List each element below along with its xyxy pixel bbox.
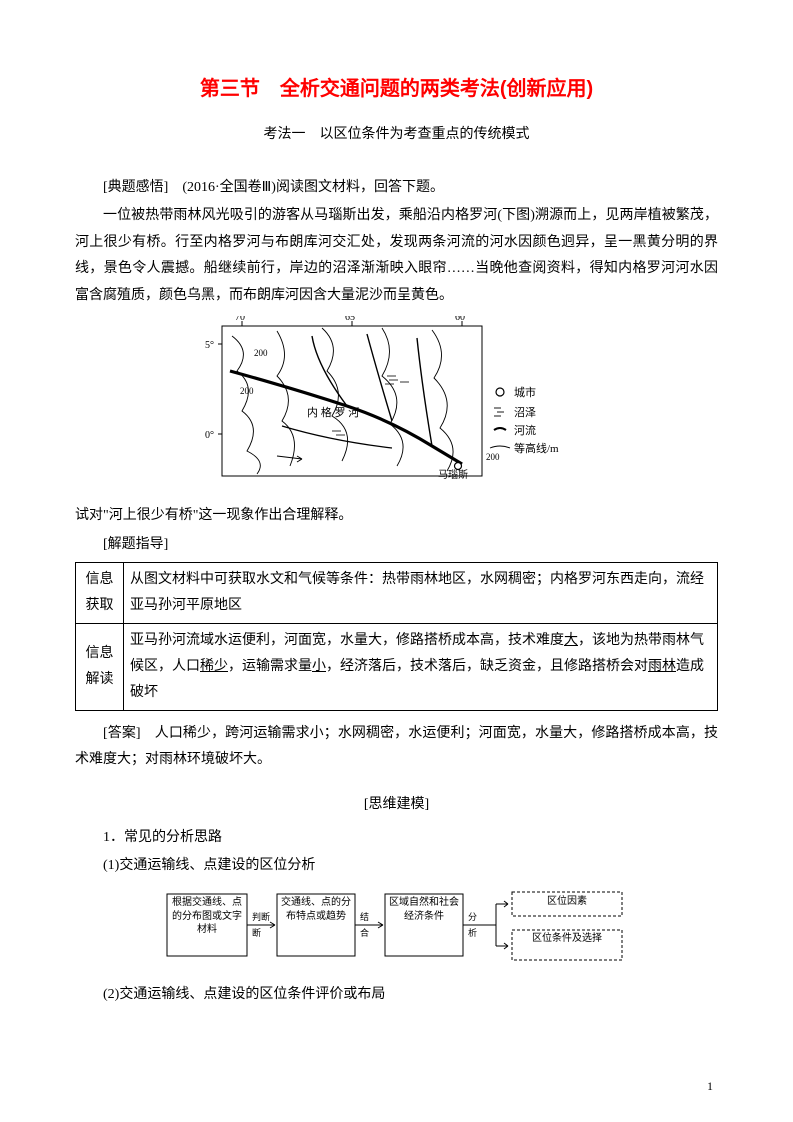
map-svg: 70° 65° 60° 5° 0° 200 200 内 格 罗 河 马瑙斯 城市… (182, 316, 612, 491)
passage-text: 一位被热带雨林风光吸引的游客从马瑙斯出发，乘船沿内格罗河(下图)溯源而上，见两岸… (75, 203, 718, 309)
lat-0: 0° (205, 430, 214, 441)
row1-head: 信息获取 (76, 563, 124, 624)
legend-swamp: 沼泽 (514, 405, 536, 419)
contour-200a: 200 (254, 348, 268, 358)
svg-text:分: 分 (468, 912, 477, 922)
model-heading: [思维建模] (75, 792, 718, 819)
question-text: 试对"河上很少有桥"这一现象作出合理解释。 (75, 503, 718, 530)
table-row: 信息解读 亚马孙河流域水运便利，河面宽，水量大，修路搭桥成本高，技术难度大，该地… (76, 624, 718, 711)
legend-contour: 等高线/m (514, 441, 559, 455)
river-label: 内 格 罗 河 (307, 405, 359, 419)
row2-head: 信息解读 (76, 624, 124, 711)
svg-text:析: 析 (468, 927, 477, 938)
lon-65: 65° (345, 316, 359, 323)
legend-river: 河流 (514, 423, 536, 437)
svg-text:判断: 判断 (252, 911, 270, 922)
step-1b: (2)交通运输线、点建设的区位条件评价或布局 (75, 982, 718, 1009)
map-figure: 70° 65° 60° 5° 0° 200 200 内 格 罗 河 马瑙斯 城市… (75, 316, 718, 502)
page-number: 1 (707, 1075, 713, 1098)
method-subtitle: 考法一 以区位条件为考查重点的传统模式 (75, 122, 718, 149)
svg-text:结: 结 (360, 911, 369, 922)
answer-text: [答案] 人口稀少，跨河运输需求小；水网稠密，水运便利；河面宽，水量大，修路搭桥… (75, 721, 718, 774)
flow-diagram: 根据交通线、点的分布图或文字材料 判断 断 交通线、点的分布特点或趋势 结 合 … (75, 886, 718, 977)
svg-text:断: 断 (252, 927, 261, 938)
step-1: 1．常见的分析思路 (75, 825, 718, 852)
row2-content: 亚马孙河流域水运便利，河面宽，水量大，修路搭桥成本高，技术难度大，该地为热带雨林… (124, 624, 718, 711)
guide-label: [解题指导] (75, 532, 718, 559)
page-title: 第三节 全析交通问题的两类考法(创新应用) (75, 70, 718, 108)
lat-5: 5° (205, 340, 214, 351)
contour-200b: 200 (240, 386, 254, 396)
example-intro: [典题感悟] (2016·全国卷Ⅲ)阅读图文材料，回答下题。 (75, 175, 718, 202)
legend-cv: 200 (486, 452, 500, 462)
step-1a: (1)交通运输线、点建设的区位分析 (75, 853, 718, 880)
city-label: 马瑙斯 (438, 468, 468, 481)
row1-content: 从图文材料中可获取水文和气候等条件：热带雨林地区，水网稠密；内格罗河东西走向，流… (124, 563, 718, 624)
svg-text:合: 合 (360, 927, 369, 938)
table-row: 信息获取 从图文材料中可获取水文和气候等条件：热带雨林地区，水网稠密；内格罗河东… (76, 563, 718, 624)
lon-70: 70° (235, 316, 249, 323)
info-table: 信息获取 从图文材料中可获取水文和气候等条件：热带雨林地区，水网稠密；内格罗河东… (75, 562, 718, 710)
map-legend: 城市 沼泽 河流 200 等高线/m (486, 385, 559, 462)
lon-60: 60° (455, 316, 469, 323)
legend-city: 城市 (514, 385, 536, 399)
flow-svg: 根据交通线、点的分布图或文字材料 判断 断 交通线、点的分布特点或趋势 结 合 … (162, 886, 632, 966)
